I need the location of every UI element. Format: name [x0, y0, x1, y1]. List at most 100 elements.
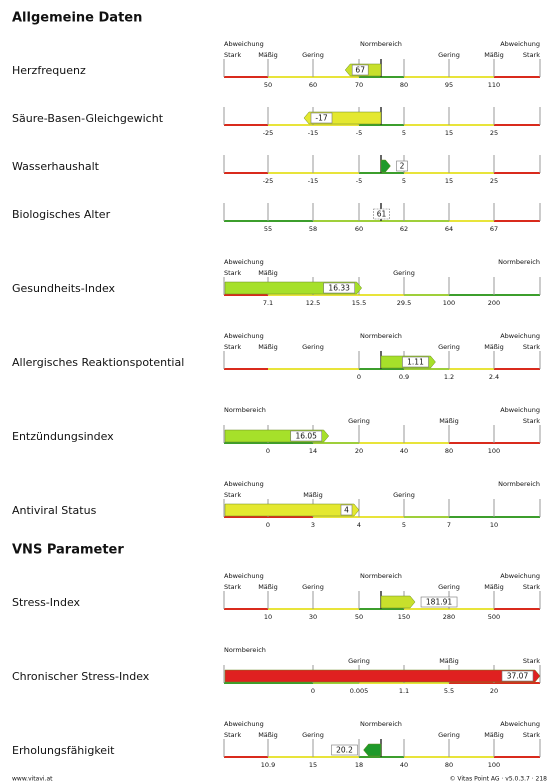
zone-label: Gering	[302, 731, 324, 739]
tick-label: 7	[447, 521, 451, 529]
zone-label: Gering	[393, 269, 415, 277]
zone-label: Mäßig	[484, 731, 504, 739]
tick-label: 30	[309, 613, 317, 621]
zone-label: Normbereich	[224, 646, 266, 654]
zone-label: Mäßig	[303, 491, 323, 499]
tick-label: 55	[264, 225, 272, 233]
value-box	[331, 744, 358, 756]
tick-label: 15.5	[352, 299, 366, 307]
tick-label: 5	[402, 177, 406, 185]
footer-left: www.vitavi.at	[12, 776, 53, 783]
tick-label: 0	[266, 521, 270, 529]
zone-label: Gering	[393, 491, 415, 499]
tick-label: 25	[490, 129, 498, 137]
value-box	[396, 160, 408, 172]
tick-label: 15	[445, 177, 453, 185]
tick-label: 58	[309, 225, 317, 233]
zone-label: Abweichung	[224, 572, 264, 580]
row-label: Herzfrequenz	[12, 64, 86, 77]
tick-label: 0.005	[350, 687, 369, 695]
tick-label: 5.5	[444, 687, 454, 695]
zone-label: Gering	[438, 51, 460, 59]
zone-label: Gering	[302, 343, 324, 351]
zone-label: Gering	[348, 417, 370, 425]
zone-label: Normbereich	[360, 720, 402, 728]
value-label: 181.91	[426, 598, 452, 607]
zone-label: Normbereich	[360, 572, 402, 580]
tick-label: 10	[264, 613, 272, 621]
tick-label: 60	[355, 225, 363, 233]
zone-label: Stark	[523, 731, 540, 739]
zone-label: Gering	[302, 51, 324, 59]
zone-label: Abweichung	[224, 720, 264, 728]
zone-label: Stark	[523, 583, 540, 591]
value-bar	[363, 743, 382, 757]
tick-label: 50	[264, 81, 272, 89]
zone-label: Abweichung	[500, 572, 540, 580]
row-label: Gesundheits-Index	[12, 282, 116, 295]
tick-label: 0	[266, 447, 270, 455]
tick-label: 80	[445, 761, 453, 769]
tick-label: 14	[309, 447, 317, 455]
value-label: 16.33	[328, 284, 350, 293]
tick-label: 70	[355, 81, 363, 89]
tick-label: 110	[488, 81, 500, 89]
tick-label: 280	[443, 613, 455, 621]
tick-label: 12.5	[306, 299, 320, 307]
tick-label: 18	[355, 761, 363, 769]
value-box	[402, 356, 429, 368]
zone-label: Gering	[302, 583, 324, 591]
tick-label: 15	[445, 129, 453, 137]
tick-label: 3	[311, 521, 315, 529]
tick-label: 95	[445, 81, 453, 89]
tick-label: 7.1	[263, 299, 273, 307]
tick-label: 10	[490, 521, 498, 529]
tick-label: 4	[357, 521, 361, 529]
tick-label: 40	[400, 761, 408, 769]
row-label: Antiviral Status	[12, 504, 97, 517]
value-bar	[224, 669, 541, 683]
tick-label: -25	[263, 177, 274, 185]
tick-label: 62	[400, 225, 408, 233]
value-box	[501, 670, 534, 682]
value-box	[323, 282, 355, 294]
tick-label: 2.4	[489, 373, 499, 381]
tick-label: 25	[490, 177, 498, 185]
tick-label: 67	[490, 225, 498, 233]
tick-label: 100	[488, 447, 500, 455]
value-box	[290, 430, 323, 442]
section-title: Allgemeine Daten	[12, 11, 142, 26]
tick-label: 100	[443, 299, 455, 307]
zone-label: Stark	[523, 51, 540, 59]
tick-label: 50	[355, 613, 363, 621]
value-box	[373, 208, 390, 220]
value-label: 1.11	[407, 358, 424, 367]
row-label: Allergisches Reaktionspotential	[12, 356, 184, 369]
row-label: Stress-Index	[12, 596, 81, 609]
zone-label: Mäßig	[439, 657, 459, 665]
zone-label: Mäßig	[484, 343, 504, 351]
value-bar	[380, 159, 391, 173]
tick-label: 0.9	[399, 373, 409, 381]
zone-label: Stark	[523, 657, 540, 665]
value-label: 2	[400, 162, 405, 171]
zone-label: Gering	[438, 583, 460, 591]
zone-label: Stark	[523, 343, 540, 351]
value-label: 61	[377, 210, 387, 219]
tick-label: 29.5	[397, 299, 411, 307]
tick-label: -25	[263, 129, 274, 137]
tick-label: 5	[402, 521, 406, 529]
tick-label: 20	[355, 447, 363, 455]
zone-label: Abweichung	[224, 480, 264, 488]
tick-label: 80	[400, 81, 408, 89]
zone-label: Stark	[224, 731, 241, 739]
tick-label: 1.2	[444, 373, 454, 381]
tick-label: 10.9	[261, 761, 275, 769]
footer-right: © Vitas Point AG · v5.0.3.7 · 218	[450, 776, 548, 783]
tick-label: 40	[400, 447, 408, 455]
value-box	[340, 504, 353, 516]
zone-label: Mäßig	[484, 51, 504, 59]
row-label: Erholungsfähigkeit	[12, 744, 115, 757]
zone-label: Normbereich	[498, 258, 540, 266]
value-label: 16.05	[295, 432, 317, 441]
